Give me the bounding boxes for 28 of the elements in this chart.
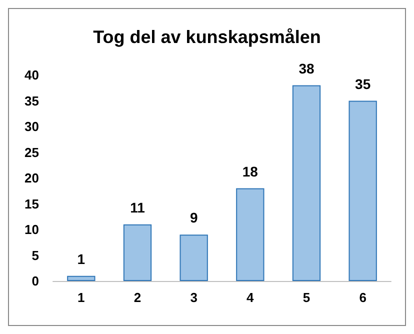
- y-tick-label: 10: [24, 222, 39, 237]
- y-tick-label: 15: [24, 196, 39, 212]
- y-tick-label: 35: [24, 93, 39, 108]
- bar: [348, 100, 377, 281]
- bar: [123, 224, 152, 281]
- y-tick-label: 0: [32, 274, 39, 288]
- x-tick-label: 1: [78, 290, 85, 305]
- x-tick-label: 2: [134, 290, 142, 305]
- x-tick-label: 5: [302, 290, 310, 305]
- data-label: 38: [298, 60, 314, 76]
- chart-title: Tog del av kunskapsmålen: [93, 27, 321, 47]
- bar: [67, 276, 96, 281]
- data-label: 1: [77, 250, 86, 267]
- x-tick-label: 6: [359, 290, 366, 305]
- bar: [292, 85, 321, 281]
- bar: [236, 188, 264, 281]
- data-label: 11: [130, 199, 146, 216]
- y-tick-label: 40: [24, 68, 39, 82]
- y-tick-label: 25: [24, 144, 39, 160]
- y-tick-label: 5: [32, 248, 39, 263]
- y-tick-label: 20: [24, 170, 39, 186]
- y-tick-label: 30: [24, 119, 39, 134]
- x-tick-label: 4: [246, 290, 255, 305]
- data-label: 35: [355, 76, 371, 92]
- bar: [180, 234, 208, 281]
- data-label: 18: [242, 163, 258, 180]
- data-label: 9: [190, 210, 198, 226]
- x-tick-label: 3: [190, 290, 198, 305]
